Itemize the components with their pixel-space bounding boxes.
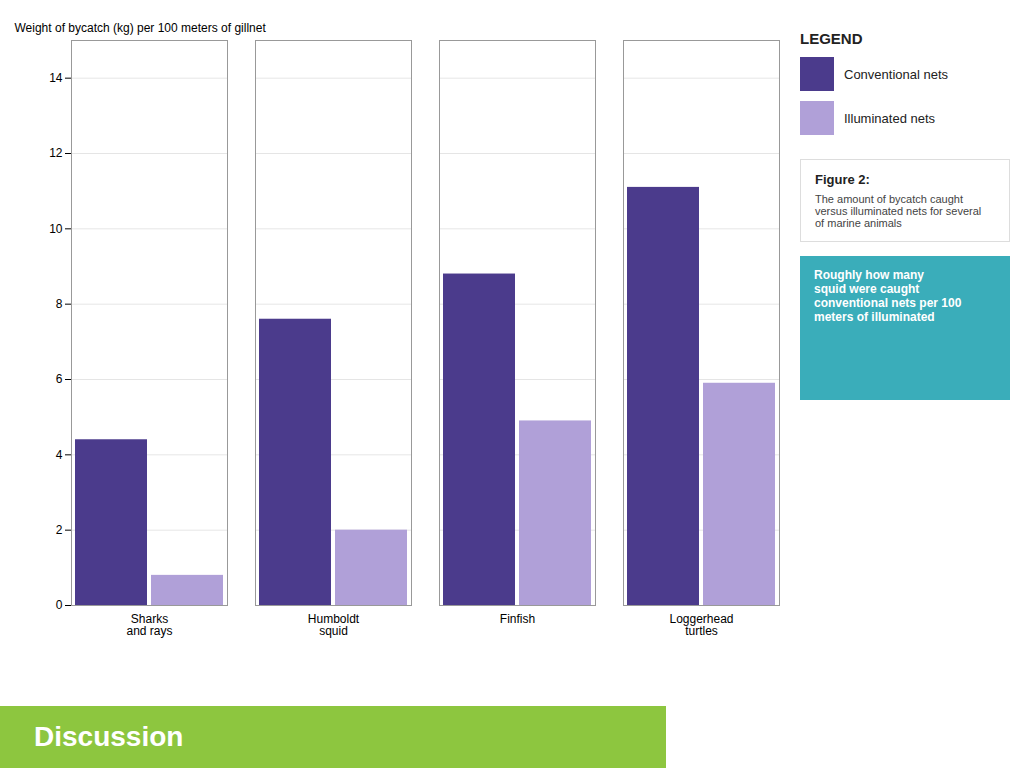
svg-text:2: 2 (56, 523, 63, 537)
html-text:Illuminated nets: Illuminated nets (844, 110, 936, 126)
svg-text:6: 6 (56, 372, 63, 386)
svg-text:Weight of bycatch (kg) per 100: Weight of bycatch (kg) per 100 meters of… (15, 21, 267, 35)
svg-text:0: 0 (56, 598, 63, 612)
svg-text:14: 14 (49, 71, 63, 85)
html-text:Conventional nets: Conventional nets (844, 66, 949, 82)
svg-text:Loggerheadturtles: Loggerheadturtles (669, 612, 733, 638)
svg-text:Finfish: Finfish (500, 612, 535, 626)
html-text:Figure 2:: Figure 2: (815, 172, 870, 187)
svg-text:12: 12 (49, 146, 63, 160)
html-text:Roughly how many squid were ca: Roughly how many squid were caught conve… (814, 268, 962, 324)
svg-text:Humboldtsquid: Humboldtsquid (308, 612, 360, 638)
html-text:The amount of bycatch caught v: The amount of bycatch caught versus illu… (815, 193, 982, 229)
html-text:LEGEND: LEGEND (800, 30, 863, 47)
svg-text:10: 10 (49, 222, 63, 236)
svg-text:Sharksand rays: Sharksand rays (126, 612, 172, 638)
svg-text:8: 8 (56, 297, 63, 311)
svg-text:4: 4 (56, 448, 63, 462)
html-text:Discussion: Discussion (34, 721, 184, 752)
